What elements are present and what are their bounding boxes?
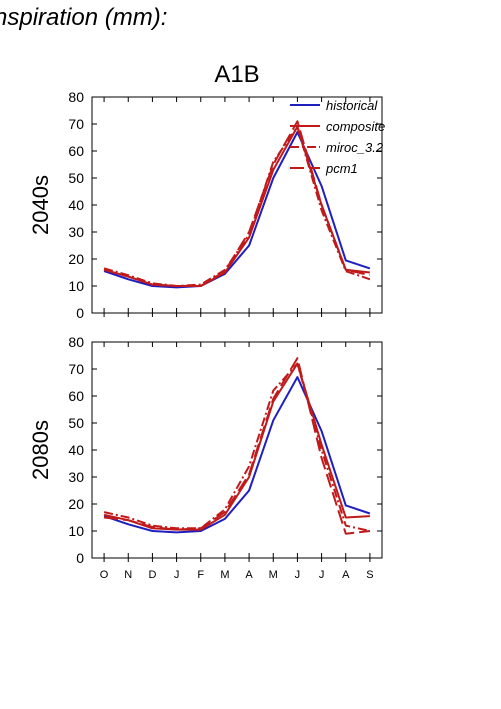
series-line-pcm1 [103,357,371,535]
y-tick-label: 40 [68,442,84,458]
y-tick-label: 0 [76,550,84,566]
y-tick-label: 30 [68,224,84,240]
x-tick-label: N [124,569,132,581]
series-line-historical [103,376,371,534]
x-tick-label: J [295,569,301,581]
y-tick-label: 80 [68,334,84,350]
panel-label: 2040s [28,175,53,235]
page-title: nspiration (mm): [0,4,168,31]
x-tick-label: O [100,569,109,581]
x-tick-label: A [342,569,350,581]
x-tick-label: S [366,569,373,581]
x-tick-label: F [197,569,204,581]
series-line-pcm1 [103,120,371,287]
y-tick-label: 70 [68,361,84,377]
series-line-composite [103,362,370,531]
x-tick-label: M [269,569,278,581]
y-tick-label: 20 [68,496,84,512]
y-tick-label: 80 [68,89,84,105]
y-tick-label: 40 [68,197,84,213]
y-tick-label: 0 [76,305,84,321]
x-tick-label: M [220,569,229,581]
y-tick-label: 70 [68,116,84,132]
x-tick-label: J [174,569,180,581]
chart-title: A1B [214,61,259,88]
y-tick-label: 30 [68,469,84,485]
legend-label: pcm1 [325,161,358,176]
chart-panels: 0 10 20 30 40 50 60 70 80 2040s 0 10 20 30 40 50 60 70 80 2… [28,89,385,581]
legend-label: composite [326,119,385,134]
y-tick-label: 10 [68,523,84,539]
y-tick-label: 20 [68,251,84,267]
panel-0: 0 10 20 30 40 50 60 70 80 2040s [28,89,383,321]
x-tick-label: J [319,569,325,581]
legend-label: miroc_3.2 [326,140,384,155]
y-tick-label: 50 [68,415,84,431]
legend-label: historical [326,98,378,113]
series-line-historical [103,131,371,289]
legend: historical composite miroc_3.2 pcm1 [290,98,385,176]
y-tick-label: 50 [68,170,84,186]
panel-label: 2080s [28,420,53,480]
y-tick-label: 60 [68,388,84,404]
y-tick-label: 10 [68,278,84,294]
series-line-miroc-3-2 [103,362,371,532]
x-tick-label: A [245,569,253,581]
x-tick-label: D [148,569,156,581]
series-line-miroc-3-2 [103,125,371,287]
panel-1: 0 10 20 30 40 50 60 70 80 2080s [28,334,383,566]
y-tick-label: 60 [68,143,84,159]
